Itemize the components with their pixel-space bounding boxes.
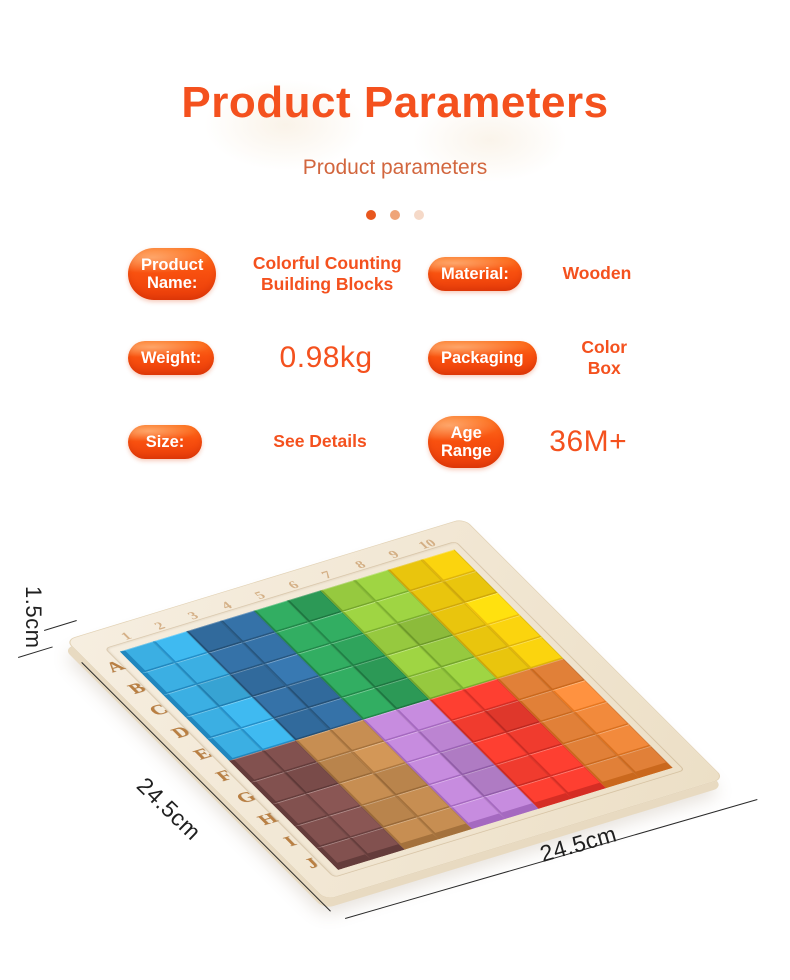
page-title: Product Parameters bbox=[181, 78, 609, 127]
col-label-4: 4 bbox=[218, 599, 236, 612]
col-label-1: 1 bbox=[117, 630, 135, 643]
row-label-I: I bbox=[279, 833, 301, 850]
size-value: See Details bbox=[273, 431, 367, 452]
row-label-E: E bbox=[189, 745, 216, 763]
carousel-dots bbox=[0, 210, 790, 220]
packaging-badge: Packaging bbox=[428, 341, 537, 375]
param-age-range: Age Range 36M+ bbox=[428, 416, 662, 469]
row-label-F: F bbox=[211, 767, 238, 785]
param-packaging: Packaging Color Box bbox=[428, 337, 662, 380]
thickness-tick-top bbox=[44, 620, 77, 631]
col-label-7: 7 bbox=[318, 568, 336, 582]
age-range-value: 36M+ bbox=[549, 424, 628, 458]
parameters-grid: Product Name: Colorful Counting Building… bbox=[128, 232, 662, 484]
param-weight: Weight: 0.98kg bbox=[128, 340, 428, 377]
row-label-J: J bbox=[300, 854, 324, 872]
row-label-B: B bbox=[124, 679, 151, 698]
carousel-dot-3-inactive[interactable] bbox=[414, 210, 424, 220]
col-label-6: 6 bbox=[285, 579, 303, 592]
row-label-C: C bbox=[145, 701, 173, 720]
left-edge-dimension-label: 24.5cm bbox=[131, 772, 207, 846]
thickness-label: 1.5cm bbox=[21, 586, 46, 649]
header: Product Parameters Product parameters bbox=[0, 0, 790, 220]
material-value: Wooden bbox=[562, 263, 632, 284]
row-label-D: D bbox=[167, 723, 195, 742]
weight-badge: Weight: bbox=[128, 341, 214, 375]
col-label-5: 5 bbox=[251, 589, 269, 602]
param-size: Size: See Details bbox=[128, 425, 428, 459]
param-material: Material: Wooden bbox=[428, 257, 662, 291]
col-label-2: 2 bbox=[151, 619, 169, 633]
product-name-value: Colorful Counting Building Blocks bbox=[252, 252, 402, 294]
row-label-G: G bbox=[232, 788, 261, 807]
col-label-10: 10 bbox=[415, 537, 440, 552]
carousel-dot-2-inactive[interactable] bbox=[390, 210, 400, 220]
row-label-H: H bbox=[253, 810, 283, 829]
material-badge: Material: bbox=[428, 257, 522, 291]
page-subtitle: Product parameters bbox=[302, 156, 488, 179]
weight-value: 0.98kg bbox=[279, 340, 373, 374]
age-range-badge: Age Range bbox=[428, 416, 504, 469]
packaging-value: Color Box bbox=[581, 336, 628, 378]
col-label-8: 8 bbox=[351, 558, 370, 571]
carousel-dot-1-active[interactable] bbox=[366, 210, 376, 220]
blocks-grid bbox=[119, 549, 673, 870]
size-badge: Size: bbox=[128, 425, 202, 459]
col-label-9: 9 bbox=[385, 548, 403, 561]
col-label-3: 3 bbox=[184, 609, 202, 622]
param-product-name: Product Name: Colorful Counting Building… bbox=[128, 248, 428, 301]
product-name-badge: Product Name: bbox=[128, 248, 216, 301]
row-label-A: A bbox=[101, 657, 130, 676]
